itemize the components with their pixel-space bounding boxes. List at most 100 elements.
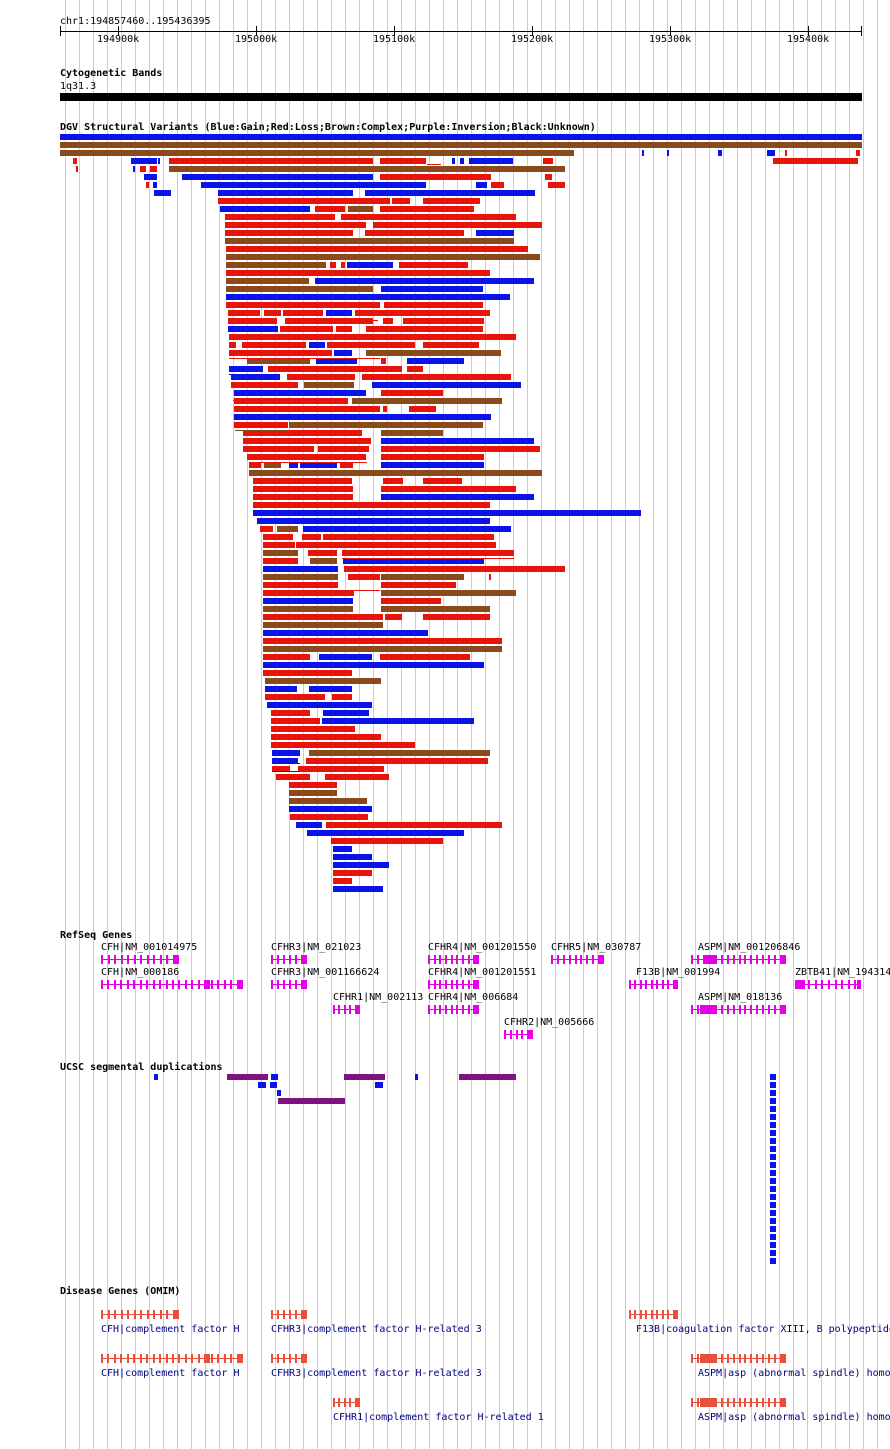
refseq-gene-exon[interactable] [140, 955, 142, 964]
segdup-feature[interactable] [344, 1074, 385, 1080]
dgv-variant[interactable] [856, 150, 860, 156]
refseq-gene-exon[interactable] [750, 1005, 752, 1014]
dgv-variant[interactable] [718, 150, 722, 156]
refseq-gene-exon[interactable] [529, 1030, 533, 1039]
segdup-feature[interactable] [770, 1258, 776, 1264]
dgv-variant[interactable] [476, 182, 487, 188]
refseq-gene-exon[interactable] [563, 955, 565, 964]
refseq-gene-exon[interactable] [153, 955, 155, 964]
refseq-gene-exon[interactable] [756, 1005, 758, 1014]
omim-gene-label[interactable]: CFHR3|complement factor H-related 3 [271, 1324, 482, 1335]
dgv-variant[interactable] [332, 694, 352, 700]
refseq-gene-exon[interactable] [580, 955, 582, 964]
refseq-gene-exon[interactable] [782, 1005, 786, 1014]
omim-gene-exon[interactable] [662, 1310, 664, 1319]
omim-gene-exon[interactable] [277, 1310, 279, 1319]
omim-gene-label[interactable]: CFH|complement factor H [101, 1368, 240, 1379]
refseq-gene-exon[interactable] [473, 1005, 475, 1014]
refseq-gene-exon[interactable] [147, 955, 149, 964]
refseq-gene-exon[interactable] [301, 955, 303, 964]
omim-gene-label[interactable]: F13B|coagulation factor XIII, B polypept… [636, 1324, 890, 1335]
dgv-variant[interactable] [423, 614, 490, 620]
omim-gene-exon[interactable] [756, 1398, 758, 1407]
segdup-feature[interactable] [770, 1146, 776, 1152]
omim-gene-exon[interactable] [721, 1398, 723, 1407]
dgv-variant[interactable] [263, 534, 293, 540]
dgv-variant[interactable] [372, 382, 521, 388]
refseq-gene-label[interactable]: CFHR1|NM_002113 [333, 992, 424, 1003]
refseq-gene-exon[interactable] [721, 1005, 723, 1014]
dgv-variant[interactable] [272, 750, 300, 756]
dgv-variant[interactable] [263, 606, 353, 612]
refseq-gene-exon[interactable] [841, 980, 843, 989]
dgv-variant[interactable] [381, 454, 484, 460]
refseq-gene-exon[interactable] [356, 1005, 360, 1014]
omim-gene-exon[interactable] [140, 1354, 142, 1363]
dgv-variant[interactable] [220, 206, 310, 212]
dgv-variant[interactable] [169, 166, 565, 172]
segdup-feature[interactable] [770, 1162, 776, 1168]
refseq-gene-exon[interactable] [715, 1005, 717, 1014]
dgv-variant[interactable] [289, 782, 337, 788]
refseq-gene-exon[interactable] [475, 1005, 479, 1014]
omim-gene-exon[interactable] [107, 1354, 109, 1363]
dgv-variant[interactable] [287, 374, 355, 380]
dgv-variant[interactable] [300, 462, 337, 468]
dgv-variant[interactable] [263, 622, 383, 628]
refseq-gene-exon[interactable] [744, 955, 746, 964]
dgv-variant[interactable] [336, 326, 352, 332]
omim-gene-exon[interactable] [700, 1398, 716, 1407]
refseq-gene-exon[interactable] [629, 980, 631, 989]
refseq-gene-exon[interactable] [456, 1005, 458, 1014]
dgv-variant[interactable] [153, 182, 157, 188]
omim-gene-exon[interactable] [289, 1310, 291, 1319]
refseq-gene-label[interactable]: CFHR3|NM_001166624 [271, 967, 380, 978]
dgv-variant[interactable] [302, 534, 321, 540]
dgv-variant[interactable] [253, 478, 352, 484]
refseq-gene-exon[interactable] [780, 955, 782, 964]
refseq-gene-exon[interactable] [107, 980, 109, 989]
dgv-variant[interactable] [225, 214, 335, 220]
dgv-variant[interactable] [253, 510, 641, 516]
dgv-variant[interactable] [381, 438, 534, 444]
refseq-gene-label[interactable]: ASPM|NM_018136 [698, 992, 783, 1003]
refseq-gene-exon[interactable] [828, 980, 830, 989]
omim-gene-exon[interactable] [239, 1354, 243, 1363]
omim-gene-exon[interactable] [303, 1310, 307, 1319]
dgv-track-title[interactable]: DGV Structural Variants (Blue:Gain;Red:L… [60, 122, 596, 133]
dgv-variant[interactable] [309, 750, 490, 756]
omim-gene-exon[interactable] [674, 1310, 678, 1319]
dgv-variant[interactable] [381, 590, 516, 596]
refseq-gene-exon[interactable] [795, 980, 805, 989]
dgv-variant[interactable] [60, 142, 862, 148]
dgv-variant[interactable] [234, 422, 288, 428]
refseq-gene-exon[interactable] [451, 955, 453, 964]
refseq-gene-exon[interactable] [782, 955, 786, 964]
dgv-variant[interactable] [247, 454, 366, 460]
dgv-variant[interactable] [243, 438, 371, 444]
dgv-variant[interactable] [309, 686, 352, 692]
omim-gene-exon[interactable] [782, 1398, 786, 1407]
refseq-gene-exon[interactable] [204, 980, 210, 989]
dgv-variant[interactable] [381, 390, 443, 396]
dgv-variant[interactable] [460, 158, 464, 164]
refseq-gene-exon[interactable] [101, 980, 103, 989]
omim-gene-exon[interactable] [762, 1354, 764, 1363]
refseq-gene-exon[interactable] [551, 955, 553, 964]
segdup-track-title[interactable]: UCSC segmental duplications [60, 1062, 223, 1073]
dgv-variant[interactable] [133, 166, 135, 172]
dgv-variant[interactable] [265, 694, 325, 700]
dgv-variant[interactable] [380, 214, 516, 220]
omim-gene-exon[interactable] [780, 1354, 782, 1363]
dgv-variant[interactable] [545, 174, 552, 180]
dgv-variant[interactable] [249, 470, 542, 476]
dgv-variant[interactable] [381, 358, 386, 364]
segdup-feature[interactable] [258, 1082, 266, 1088]
refseq-gene-exon[interactable] [691, 955, 693, 964]
refseq-gene-exon[interactable] [592, 955, 594, 964]
refseq-gene-exon[interactable] [191, 980, 193, 989]
dgv-variant[interactable] [225, 230, 353, 236]
dgv-variant[interactable] [365, 230, 464, 236]
dgv-variant[interactable] [380, 206, 474, 212]
dgv-variant[interactable] [319, 654, 372, 660]
